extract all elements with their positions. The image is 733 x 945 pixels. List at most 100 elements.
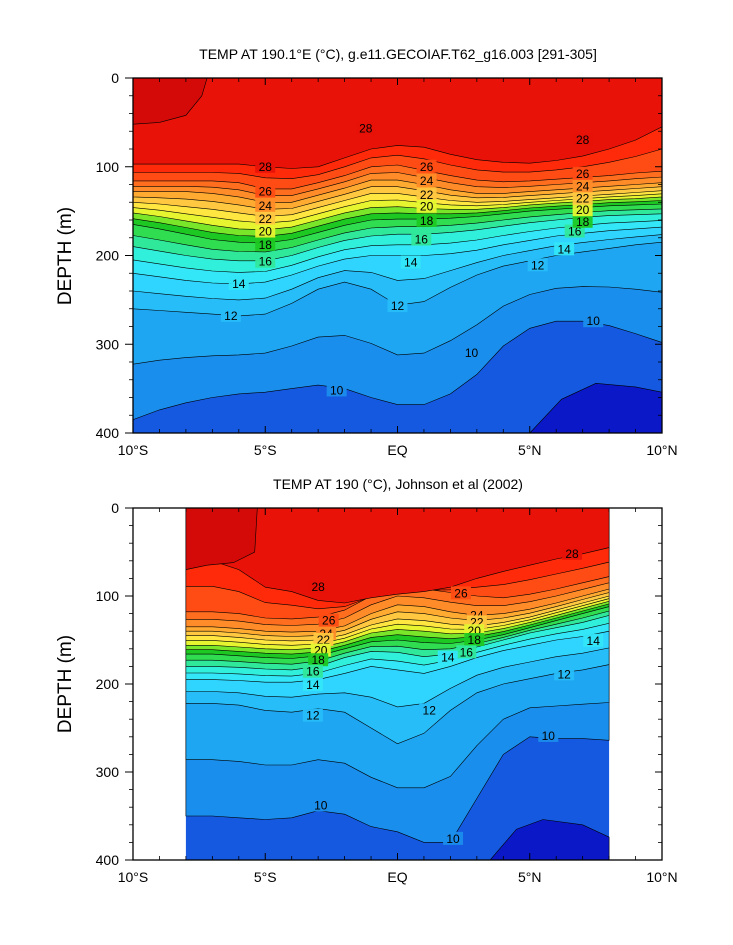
contour-label: 18 [416,213,437,228]
contour-label-bg [554,667,575,681]
y-tick-label: 100 [96,159,120,175]
contour-label: 28 [255,159,276,174]
contour-label-text: 20 [420,200,434,214]
contour-label-text: 20 [576,203,590,217]
contour-label-text: 14 [587,634,601,648]
cold-core [529,382,662,433]
contour-label: 10 [326,383,347,397]
top-chart-title: TEMP AT 190.1°E (°C), g.e11.GECOIAF.T62_… [199,46,597,62]
x-tick-label: 10°N [646,442,677,458]
contour-label-text: 12 [306,709,320,723]
bottom-contour-bands [185,508,610,860]
contour-label: 28 [308,580,329,594]
contour-label-text: 28 [565,547,579,561]
contour-label-bg [255,237,276,251]
contour-label-bg [228,276,249,290]
cold-core [489,819,610,860]
contour-label-text: 24 [420,174,434,188]
contour-label-bg [318,613,339,627]
contour-label-text: 10 [587,314,601,328]
top-axes: 10°S 5°S EQ 5°N 10°N 0 100 200 300 400 [96,70,678,458]
bottom-axes: 10°S 5°S EQ 5°N 10°N 0 100 200 300 400 [96,500,678,885]
contour-label-bg [437,650,458,664]
y-tick-label: 200 [96,676,120,692]
contour-label-text: 10 [446,832,460,846]
contour-label-bg [411,232,432,246]
y-tick-label: 100 [96,588,120,604]
contour-label: 26 [572,166,593,181]
contour-label: 14 [400,255,421,270]
contour-label: 12 [419,703,440,717]
contour-label: 28 [355,122,376,136]
y-tick-label: 400 [96,425,120,441]
contour-label: 12 [387,299,408,313]
x-tick-label: 5°N [518,869,542,885]
contour-label-text: 22 [317,633,331,647]
contour-label-text: 22 [420,188,434,202]
contour-label-text: 12 [557,667,571,681]
contour-label-bg [572,133,593,147]
contour-label: 12 [554,667,575,681]
contour-label: 24 [255,198,276,213]
contour-label-text: 28 [359,122,373,136]
x-tick-label: 5°S [254,869,277,885]
contour-label-text: 10 [465,346,479,360]
contour-label-bg [572,179,593,193]
contour-label-text: 14 [557,242,571,256]
contour-label: 12 [302,708,323,723]
contour-label-bg [572,166,593,180]
contour-label-bg [450,586,471,600]
contour-label-text: 28 [576,133,590,147]
contour-label: 18 [308,653,329,667]
contour-label-text: 10 [330,383,344,397]
contour-label: 16 [255,254,276,269]
contour-label-bg [419,703,440,717]
contour-label-text: 14 [306,678,320,692]
contour-label: 28 [572,133,593,147]
contour-label: 22 [313,633,334,647]
contour-label-bg [416,159,437,173]
contour-label: 14 [228,276,249,291]
top-contour-bands [133,78,662,433]
contour-label: 10 [443,831,464,846]
contour-label-bg [464,633,485,646]
x-tick-label: 10°S [118,442,149,458]
x-tick-label: EQ [387,442,407,458]
warm-core [185,508,258,570]
contour-band-28 [133,78,662,169]
contour-label-bg [443,831,464,845]
contour-label-bg [583,314,604,328]
contour-label-text: 14 [232,277,246,291]
contour-label-bg [538,728,559,742]
contour-label-text: 18 [259,238,273,252]
bottom-filled-contours: 2826242220181614121026242220181614121028… [185,508,610,860]
contour-label-text: 18 [576,215,590,229]
contour-label-bg [387,299,408,313]
contour-label-bg [310,798,331,812]
y-tick-label: 0 [111,70,119,86]
contour-label-text: 26 [454,586,468,600]
contour-label-text: 28 [259,160,273,174]
contour-label: 10 [538,728,559,743]
contour-label: 16 [411,232,432,247]
contour-label: 20 [255,224,276,239]
contour-label-bg [255,254,276,268]
y-tick-label: 0 [111,500,119,516]
contour-label-bg [564,224,585,238]
contour-label-bg [255,198,276,212]
contour-label-bg [416,173,437,187]
contour-label-bg [302,708,323,722]
contour-label-text: 18 [420,214,434,228]
contour-label: 22 [255,212,276,226]
contour-label-text: 12 [391,299,405,313]
x-tick-label: 10°N [646,869,677,885]
contour-label-bg [313,633,334,646]
contour-label-bg [572,191,593,205]
contour-label: 26 [450,586,471,600]
contour-label: 22 [572,191,593,206]
contour-label-bg [255,184,276,198]
contour-label-text: 16 [415,233,429,247]
contour-label-text: 26 [576,167,590,181]
contour-label-text: 16 [568,225,582,239]
